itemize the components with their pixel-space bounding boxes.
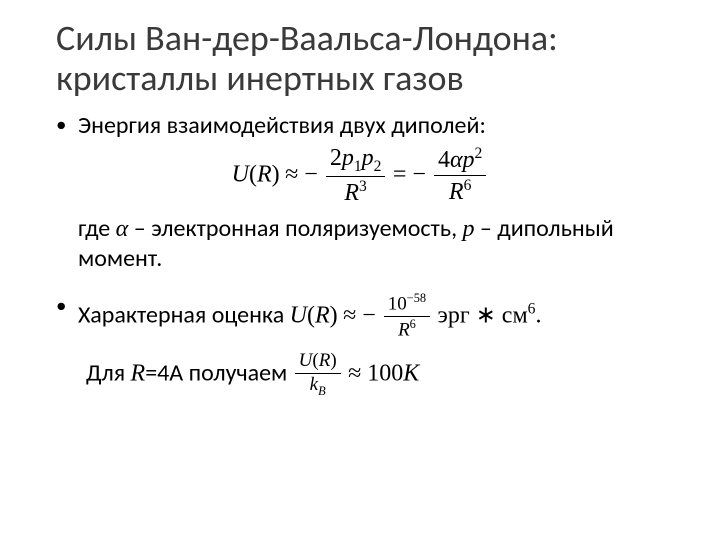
eq2-open: (: [307, 302, 315, 328]
b1-after-pre: где: [78, 214, 116, 243]
equation-1: U(R) ≈ − 2p1p2 R3 = − 4αp2 R6: [56, 145, 664, 206]
bullet-2-line2: Для R=4А получаем U(R) kB ≈ 100K: [56, 351, 664, 398]
b1-after-mid: – электронная поляризуемость,: [128, 214, 462, 243]
eq1-f2-R: R: [449, 179, 464, 205]
eq1-R: R: [257, 161, 272, 187]
eq1-f2-Rexp: 6: [464, 177, 472, 194]
eq2-num-exp: −58: [407, 291, 426, 305]
eq2-R: R: [315, 302, 330, 328]
eq3-val: 100: [367, 361, 403, 387]
eq1-frac1: 2p1p2 R3: [326, 145, 386, 206]
eq1-f1-2: 2: [330, 145, 342, 171]
bullet-1-text: Энергия взаимодействия двух диполей:: [78, 111, 486, 140]
eq1-open: (: [249, 161, 257, 187]
eq1-f1-Rexp: 3: [359, 178, 367, 195]
bullet-1-continuation: где α – электронная поляризуемость, p – …: [56, 214, 664, 274]
eq1-f2-p: p: [463, 147, 475, 173]
eq2-unit-pre: эрг ∗ см: [438, 302, 528, 328]
eq2-dot: .: [535, 300, 541, 329]
eq1-approx: ≈: [285, 161, 304, 187]
eq2-U: U: [290, 302, 307, 328]
eq1-close: ): [272, 161, 280, 187]
eq1-minus2: −: [412, 161, 432, 187]
eq1-f1-p2: p: [362, 145, 374, 171]
eq1-frac2: 4αp2 R6: [434, 145, 486, 205]
eq1-f2-4: 4: [438, 147, 450, 173]
eq1-f1-s2: 2: [374, 157, 382, 174]
bullet-2: Характерная оценка U(R) ≈ − 10−58 R6 эрг…: [56, 292, 664, 341]
eq2-frac: 10−58 R6: [384, 292, 430, 341]
eq3-approx: ≈: [348, 361, 367, 387]
eq1-minus1: −: [304, 161, 324, 187]
eq2-den-R: R: [398, 320, 410, 341]
slide: Силы Ван-дер-Ваальса-Лондона: кристаллы …: [0, 0, 720, 540]
eq3-num-close: ): [330, 350, 336, 371]
b3-R: R: [131, 361, 146, 387]
eq1-U: U: [232, 161, 249, 187]
eq3-den-k: k: [310, 374, 318, 395]
b3-pre: Для: [86, 359, 131, 388]
eq3-num-U: U: [299, 350, 313, 371]
eq3-den-B: B: [318, 384, 326, 398]
eq1-f1-p1: p: [342, 145, 354, 171]
eq3-num-R: R: [319, 350, 331, 371]
eq1-eq: =: [393, 161, 413, 187]
bullet-2-text: Характерная оценка: [78, 300, 290, 329]
page-title: Силы Ван-дер-Ваальса-Лондона: кристаллы …: [56, 18, 664, 99]
eq2-num-base: 10: [388, 293, 407, 314]
eq1-f1-R: R: [344, 180, 359, 206]
eq3-frac: U(R) kB: [295, 351, 341, 398]
eq2-close: ): [330, 302, 338, 328]
body-content: Энергия взаимодействия двух диполей: U(R…: [56, 111, 664, 399]
eq1-f2-alpha: α: [450, 147, 463, 173]
bullet-1: Энергия взаимодействия двух диполей:: [56, 111, 664, 141]
eq1-f2-pexp: 2: [475, 145, 483, 162]
eq2-den-exp: 6: [410, 317, 416, 331]
b3-mid: =4А получаем: [145, 359, 292, 388]
p-symbol: p: [463, 216, 475, 242]
eq2-approx: ≈: [343, 302, 362, 328]
alpha-symbol: α: [116, 216, 129, 242]
eq1-f1-s1: 1: [354, 157, 362, 174]
eq3-K: K: [403, 361, 419, 387]
eq2-minus: −: [362, 302, 382, 328]
